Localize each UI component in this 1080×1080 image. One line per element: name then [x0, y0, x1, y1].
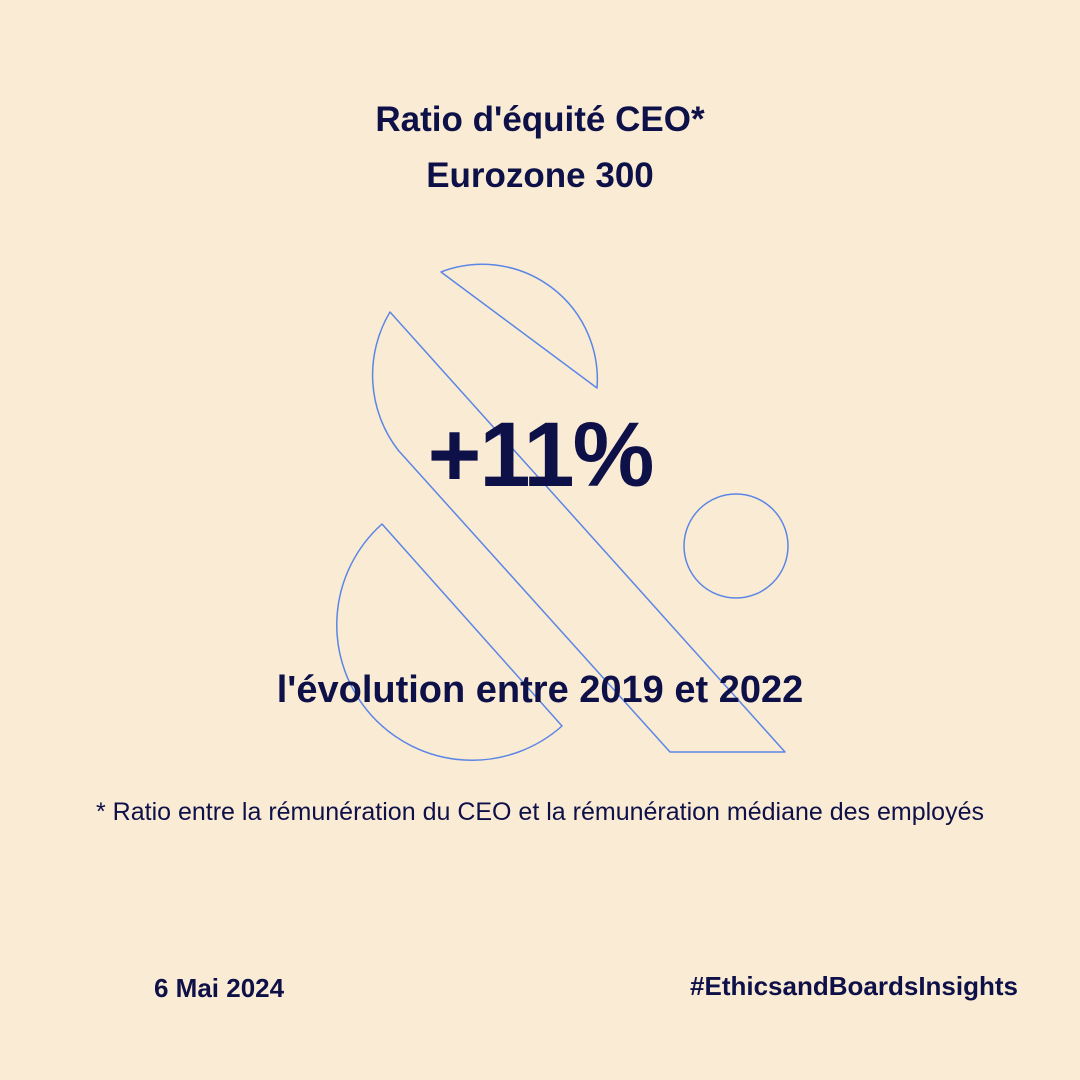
footnote: * Ratio entre la rémunération du CEO et …	[96, 798, 984, 826]
headline-figure: +11%	[427, 404, 655, 506]
title-line-1: Ratio d'équité CEO*	[375, 100, 705, 139]
hashtag: #EthicsandBoardsInsights	[690, 971, 1018, 1001]
bottom-half-circle-shape	[335, 523, 563, 762]
publication-date: 6 Mai 2024	[154, 973, 285, 1003]
small-circle-shape	[683, 493, 789, 599]
page-title: Ratio d'équité CEO* Eurozone 300	[0, 92, 1080, 204]
figure-caption: l'évolution entre 2019 et 2022	[276, 669, 804, 711]
diagonal-band-shape	[371, 311, 786, 753]
title-line-2: Eurozone 300	[426, 156, 654, 195]
top-half-circle-shape	[440, 263, 599, 389]
